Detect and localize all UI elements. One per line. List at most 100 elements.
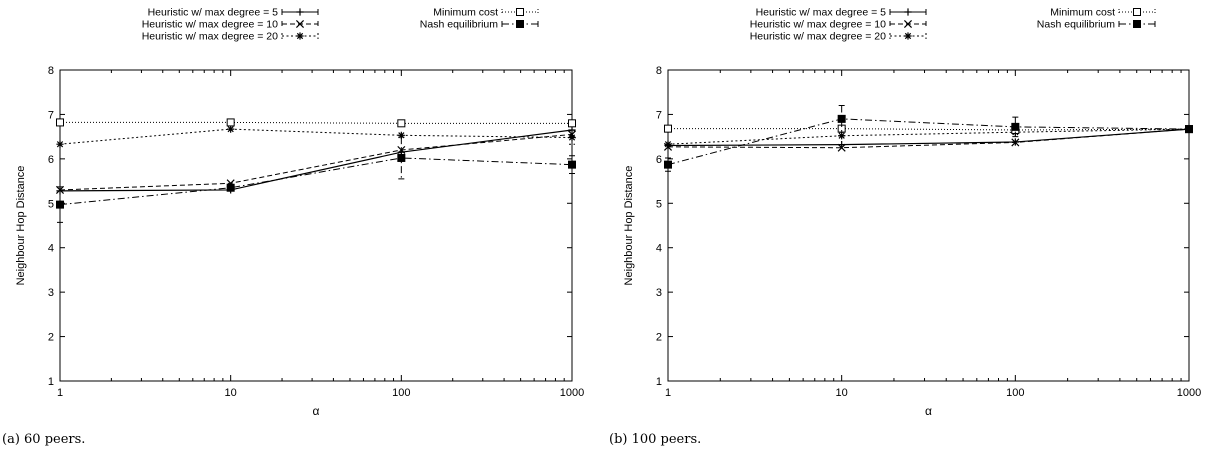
y-tick-label: 4 (656, 243, 662, 255)
data-point (568, 160, 576, 169)
series-line (59, 129, 573, 192)
y-tick-label: 7 (656, 109, 662, 121)
legend-marker (516, 20, 524, 28)
data-point (664, 140, 672, 148)
error-bar (569, 130, 575, 145)
legend-label: Minimum cost (1050, 7, 1115, 19)
series-3 (664, 124, 1193, 134)
legend-label: Heuristic w/ max degree = 10 (750, 19, 886, 31)
series-line (667, 118, 1190, 166)
data-point (664, 124, 672, 133)
data-point (837, 143, 846, 152)
caption-b: (b) 100 peers. (609, 432, 702, 447)
legend-marker (903, 19, 913, 29)
legend-label: Heuristic w/ max degree = 20 (750, 31, 886, 43)
y-tick-label: 2 (48, 332, 54, 344)
x-tick-label: 1 (57, 387, 63, 399)
x-tick-label: 10 (225, 387, 237, 399)
series-line (668, 128, 1190, 131)
data-point (837, 114, 846, 123)
legend-label: Nash equilibrium (1037, 19, 1115, 31)
x-tick-label: 1000 (1177, 387, 1201, 399)
chart-1: 1 2 3 4 5 6 7 8 1 10 100 1000 α Neighbour Hop Distanc… (623, 7, 1201, 419)
legend-marker (296, 8, 304, 16)
y-tick-label: 1 (656, 376, 662, 388)
x-tick-label: 10 (836, 387, 848, 399)
y-tick-label: 8 (656, 65, 662, 77)
series-line (60, 121, 572, 124)
data-point (397, 119, 406, 128)
legend-label: Minimum cost (433, 7, 498, 19)
series-line (59, 128, 573, 145)
y-tick-label: 8 (48, 65, 54, 77)
data-point (56, 118, 64, 127)
y-tick-label: 6 (48, 154, 54, 166)
plot-frame (667, 69, 1190, 382)
legend-marker (295, 19, 305, 29)
legend-label: Heuristic w/ max degree = 5 (756, 7, 887, 19)
plot-frame (59, 69, 573, 382)
series-2 (56, 125, 576, 148)
series-4 (664, 105, 1193, 172)
legend-marker (1133, 20, 1141, 28)
y-tick-label: 4 (48, 243, 54, 255)
chart-0: 1 2 3 4 5 6 7 8 1 10 100 1000 α Neighbour Hop Distanc… (15, 7, 584, 419)
series-line (59, 133, 573, 191)
data-point (56, 200, 64, 209)
series-line (59, 157, 573, 206)
y-axis-label: Neighbour Hop Distance (15, 166, 27, 286)
y-tick-label: 3 (656, 287, 662, 299)
y-tick-label: 1 (48, 376, 54, 388)
error-bar (838, 105, 845, 133)
y-tick-label: 5 (48, 198, 54, 210)
data-point (397, 153, 406, 162)
y-tick-label: 5 (656, 198, 662, 210)
series-4 (56, 136, 576, 223)
data-point (226, 183, 235, 192)
series-1 (663, 125, 1194, 152)
legend-marker (516, 8, 524, 16)
data-point (227, 125, 235, 133)
data-point (664, 160, 672, 169)
series-line (667, 128, 1190, 145)
legend-marker (296, 32, 304, 40)
data-point (226, 118, 235, 127)
y-tick-label: 2 (656, 332, 662, 344)
y-tick-label: 6 (656, 154, 662, 166)
x-axis-label: α (313, 404, 320, 418)
series-line (667, 128, 1190, 149)
x-tick-label: 100 (392, 387, 410, 399)
y-axis-label: Neighbour Hop Distance (623, 166, 635, 286)
error-bar (1012, 116, 1019, 138)
data-point (1011, 138, 1020, 147)
data-point (397, 131, 405, 139)
legend-label: Heuristic w/ max degree = 5 (148, 7, 279, 19)
legend-label: Nash equilibrium (420, 19, 498, 31)
x-tick-label: 100 (1006, 387, 1024, 399)
legend-marker (904, 8, 912, 16)
series-0 (56, 126, 576, 195)
x-tick-label: 1 (665, 387, 671, 399)
caption-a: (a) 60 peers. (2, 432, 86, 447)
error-bar (569, 155, 575, 175)
data-point (1011, 122, 1020, 131)
data-point (1185, 125, 1193, 134)
legend-label: Heuristic w/ max degree = 20 (142, 31, 278, 43)
data-point (568, 133, 576, 142)
legend-label: Heuristic w/ max degree = 10 (142, 19, 278, 31)
x-tick-label: 1000 (560, 387, 584, 399)
data-point (397, 145, 406, 154)
legend-marker (904, 32, 912, 40)
series-3 (56, 118, 576, 128)
series-line (667, 128, 1190, 147)
data-point (838, 132, 846, 140)
y-tick-label: 7 (48, 109, 54, 121)
data-point (568, 119, 576, 128)
legend-marker (1133, 8, 1141, 16)
data-point (56, 140, 64, 148)
y-tick-label: 3 (48, 287, 54, 299)
x-axis-label: α (925, 404, 932, 418)
